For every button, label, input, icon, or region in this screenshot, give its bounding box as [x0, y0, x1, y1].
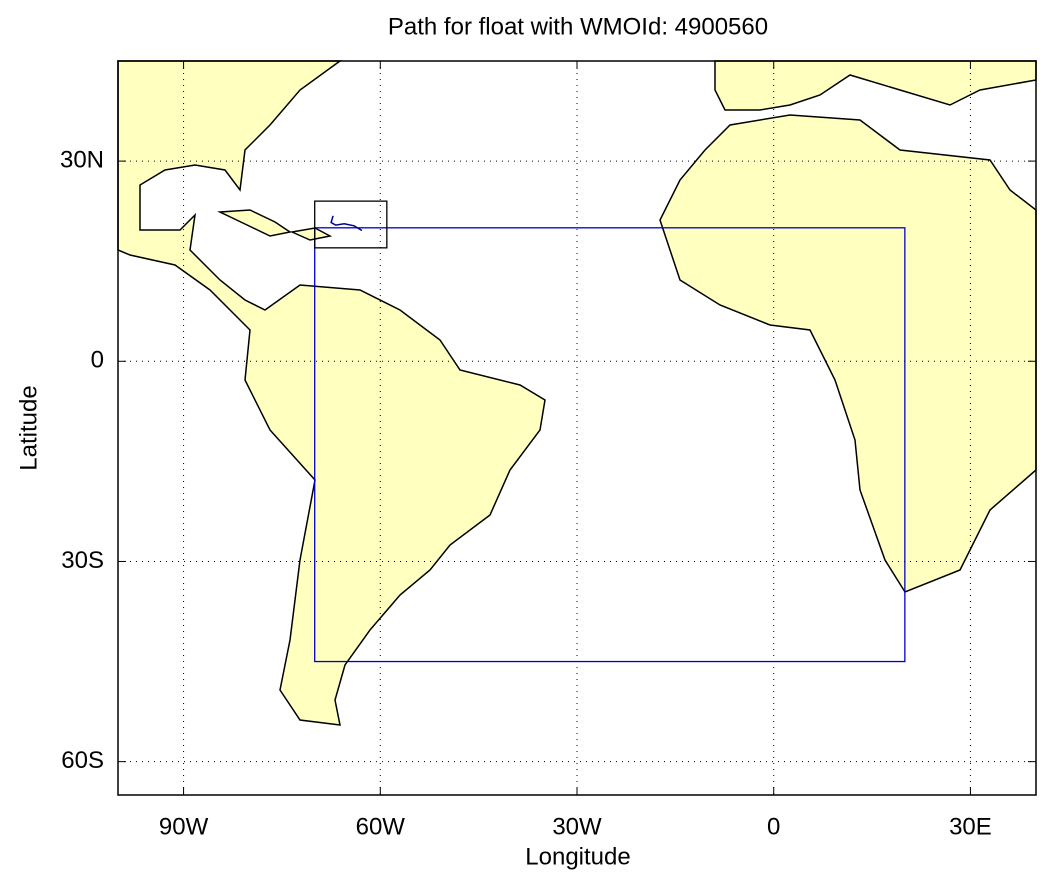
y-tick-label: 0: [91, 347, 104, 374]
x-tick-label: 0: [767, 813, 780, 840]
hispaniola: [289, 227, 333, 241]
float-track: [330, 215, 363, 232]
x-tick-label: 30E: [949, 813, 992, 840]
x-axis-label: Longitude: [525, 843, 630, 870]
y-axis-label: Latitude: [15, 385, 42, 470]
plot-frame: [117, 60, 1037, 796]
chart-title: Path for float with WMOId: 4900560: [388, 13, 768, 40]
land: [117, 60, 1037, 726]
americas: [117, 60, 546, 726]
cuba: [217, 209, 292, 237]
y-tick-label: 30S: [61, 547, 104, 574]
region-box: [314, 227, 906, 663]
africa: [659, 114, 1037, 593]
y-tick-label: 60S: [61, 747, 104, 774]
europe: [714, 60, 1037, 111]
x-tick-label: 30W: [552, 813, 602, 840]
x-tick-label: 60W: [356, 813, 406, 840]
float-box: [314, 200, 388, 249]
y-tick-label: 30N: [60, 146, 104, 173]
x-tick-label: 90W: [159, 813, 209, 840]
